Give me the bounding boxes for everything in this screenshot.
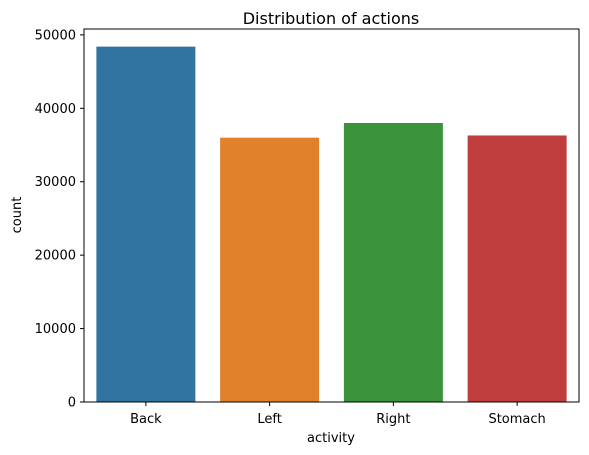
x-tick-label: Left [257,412,281,427]
bar-left [220,137,320,402]
x-tick-label: Stomach [488,412,545,427]
bar-back [96,46,196,403]
y-tick-label: 0 [68,396,76,411]
chart-title: Distribution of actions [243,9,420,28]
x-tick-label: Back [130,412,162,427]
y-axis-ticks: 0 10000 20000 30000 40000 50000 [35,28,84,411]
bar-right [343,122,443,402]
bars-group [96,46,567,403]
x-axis-ticks: Back Left Right Stomach [130,402,546,427]
y-tick-label: 10000 [35,322,76,337]
plot-frame [83,28,580,403]
y-tick-label: 40000 [35,102,76,117]
y-tick-label: 50000 [35,28,76,43]
x-tick-label: Right [376,412,410,427]
y-tick-label: 30000 [35,175,76,190]
bar-stomach [467,135,567,402]
y-axis-label: count [10,197,25,234]
y-tick-label: 20000 [35,249,76,264]
x-axis-label: activity [307,431,355,446]
